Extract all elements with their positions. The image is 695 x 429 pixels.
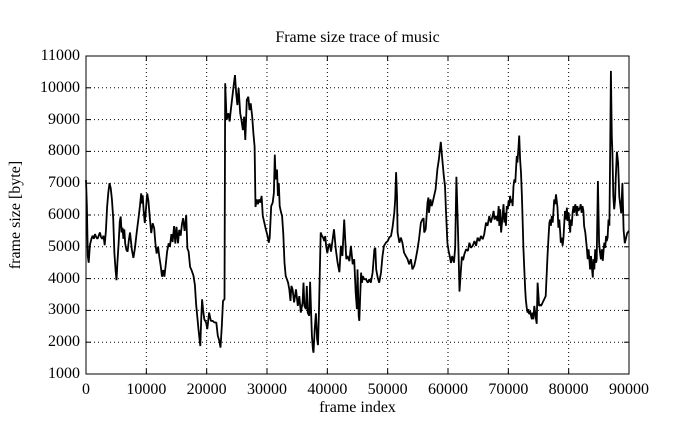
y-tick-label: 6000 xyxy=(48,206,80,223)
y-tick-label: 9000 xyxy=(48,110,80,128)
y-tick-label: 7000 xyxy=(48,174,80,192)
plot-border xyxy=(85,55,630,375)
chart-title: Frame size trace of music xyxy=(275,29,440,46)
x-tick-label: 30000 xyxy=(247,381,287,398)
x-tick-label: 50000 xyxy=(367,381,408,398)
y-tick-label: 11000 xyxy=(40,47,80,64)
y-tick-label: 5000 xyxy=(48,237,80,255)
x-tick-label: 90000 xyxy=(609,381,649,398)
x-tick-label: 10000 xyxy=(126,381,167,398)
y-tick-label: 8000 xyxy=(48,142,80,160)
x-tick-label: 80000 xyxy=(548,381,589,398)
x-tick-label: 40000 xyxy=(307,381,348,398)
y-tick-label: 4000 xyxy=(48,269,80,287)
x-tick-label: 20000 xyxy=(186,381,227,398)
x-tick-label: 70000 xyxy=(488,381,529,398)
y-tick-label: 10000 xyxy=(40,78,80,96)
y-tick-label: 3000 xyxy=(48,301,80,319)
data-line xyxy=(85,70,630,353)
x-tick-label: 0 xyxy=(82,381,90,398)
x-axis-label: frame index xyxy=(319,399,396,416)
y-tick-label: 1000 xyxy=(48,365,80,382)
y-tick-label: 2000 xyxy=(48,333,80,351)
x-tick-label: 60000 xyxy=(428,381,468,398)
